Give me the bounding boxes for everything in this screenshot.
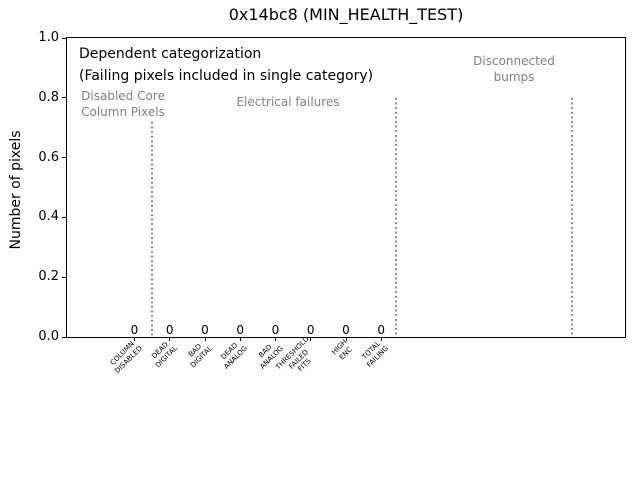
y-tick-label: 0.6 [38,149,59,165]
bar-value-label: 0 [130,322,139,337]
chart-title: 0x14bc8 (MIN_HEALTH_TEST) [228,5,464,24]
x-tick-label: THRESHOLD FAILED FITS [274,334,313,374]
y-tick-mark [62,276,66,278]
bar-value-label: 0 [165,322,174,337]
y-tick-label: 1.0 [38,30,59,45]
y-tick-label: 0.8 [38,89,59,105]
y-tick-mark [62,37,66,39]
y-tick-label: 0.4 [38,209,59,225]
x-tick-mark [275,337,276,341]
x-tick-label: HIGH ENC [330,337,354,362]
chart-annotation: Electrical failures [236,95,340,109]
x-tick-mark [134,337,135,341]
plot-area: 0.0 0.2 0.4 0.6 0.8 1.0 0 COLUMN DISABLED 0 DEAD … [38,30,626,375]
x-tick-mark [310,337,312,341]
x-tick-mark [345,337,347,341]
x-tick-label: BAD DIGITAL [187,342,214,370]
bar-value-label: 0 [342,322,350,337]
y-tick-mark [62,216,66,218]
chart-annotation: (Failing pixels included in single categ… [79,68,374,84]
x-tick-label: TOTAL FAILING [360,339,390,369]
bar-value-label: 0 [236,322,245,337]
chart-annotation: Disabled Core Column Pixels [81,89,165,119]
category-separator-line [151,121,154,337]
x-tick-label: DEAD ANALOG [219,341,249,371]
y-tick-mark [62,157,66,159]
y-tick-label: 0.0 [38,329,59,344]
x-tick-mark [239,337,241,341]
bar-value-label: 0 [306,322,315,337]
y-tick-label: 0.2 [38,269,59,285]
bar-value-label: 0 [201,322,209,337]
x-tick-mark [204,337,206,341]
category-separator-line [570,97,573,337]
bar-value-label: 0 [271,322,280,337]
x-tick-mark [169,337,171,341]
chart-annotation: Disconnected bumps [473,54,555,84]
y-tick-mark [62,97,66,99]
x-tick-label: COLUMN DISABLED [108,339,144,375]
chart-annotation: Dependent categorization [79,46,262,62]
x-tick-label: DEAD DIGITAL [149,340,179,370]
x-tick-mark [380,337,382,341]
y-tick-mark [62,336,66,338]
category-separator-line [395,97,398,337]
bar-value-label: 0 [377,322,386,337]
